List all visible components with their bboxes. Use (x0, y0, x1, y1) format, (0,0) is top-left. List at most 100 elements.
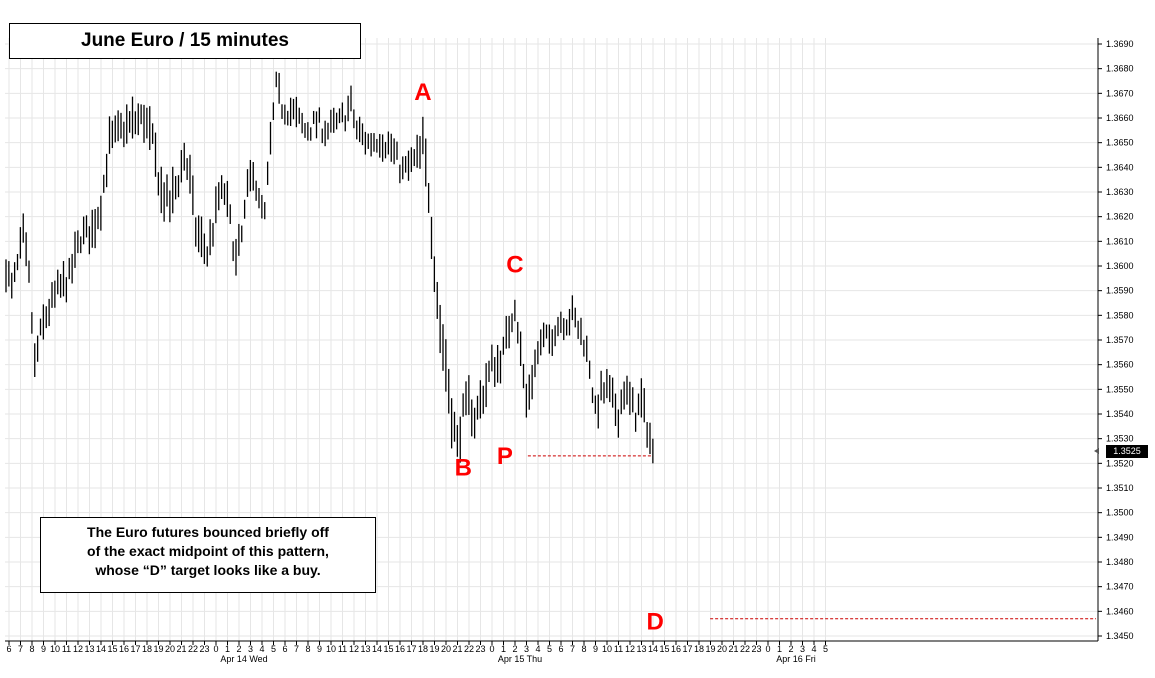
x-tick-label: 6 (6, 644, 11, 654)
x-tick-label: 21 (728, 644, 738, 654)
x-tick-label: 14 (648, 644, 658, 654)
x-tick-label: 4 (259, 644, 264, 654)
x-tick-label: 22 (740, 644, 750, 654)
x-tick-label: 6 (282, 644, 287, 654)
y-tick-label: 1.3630 (1106, 187, 1134, 197)
x-tick-label: 5 (547, 644, 552, 654)
note-line-2: of the exact midpoint of this pattern, (87, 543, 329, 559)
y-tick-label: 1.3520 (1106, 458, 1134, 468)
y-tick-label: 1.3640 (1106, 162, 1134, 172)
x-tick-label: 3 (248, 644, 253, 654)
x-tick-label: 20 (717, 644, 727, 654)
x-tick-label: 9 (317, 644, 322, 654)
x-tick-label: 18 (694, 644, 704, 654)
x-tick-label: 15 (659, 644, 669, 654)
price-levels (527, 455, 1096, 620)
x-tick-label: 22 (464, 644, 474, 654)
x-day-label: Apr 14 Wed (220, 654, 267, 664)
x-tick-label: 18 (142, 644, 152, 654)
x-tick-label: 1 (225, 644, 230, 654)
x-day-label: Apr 16 Fri (776, 654, 816, 664)
y-tick-label: 1.3470 (1106, 582, 1134, 592)
x-tick-label: 13 (360, 644, 370, 654)
y-tick-label: 1.3680 (1106, 64, 1134, 74)
y-tick-label: 1.3590 (1106, 286, 1134, 296)
x-tick-label: 16 (395, 644, 405, 654)
point-label-c: C (506, 252, 523, 279)
x-tick-label: 4 (535, 644, 540, 654)
x-tick-label: 7 (570, 644, 575, 654)
y-tick-label: 1.3670 (1106, 88, 1134, 98)
y-tick-label: 1.3620 (1106, 212, 1134, 222)
x-tick-label: 0 (765, 644, 770, 654)
y-tick-label: 1.3560 (1106, 360, 1134, 370)
x-tick-label: 5 (823, 644, 828, 654)
x-day-label: Apr 15 Thu (498, 654, 542, 664)
x-tick-label: 9 (41, 644, 46, 654)
x-tick-label: 17 (406, 644, 416, 654)
x-tick-label: 1 (501, 644, 506, 654)
x-tick-label: 12 (625, 644, 635, 654)
x-tick-label: 3 (800, 644, 805, 654)
x-tick-label: 19 (705, 644, 715, 654)
x-tick-label: 8 (581, 644, 586, 654)
x-tick-label: 13 (636, 644, 646, 654)
x-tick-label: 17 (682, 644, 692, 654)
x-tick-label: 10 (602, 644, 612, 654)
x-tick-label: 11 (338, 644, 347, 654)
price-bars (5, 71, 654, 464)
y-tick-label: 1.3490 (1106, 532, 1134, 542)
x-tick-label: 0 (213, 644, 218, 654)
y-tick-label: 1.3530 (1106, 434, 1134, 444)
y-tick-label: 1.3550 (1106, 384, 1134, 394)
point-label-b: B (455, 454, 472, 481)
x-tick-label: 15 (383, 644, 393, 654)
y-tick-label: 1.3510 (1106, 483, 1134, 493)
point-label-d: D (646, 609, 663, 636)
x-tick-label: 3 (524, 644, 529, 654)
last-price-tag: 1.3525 (1106, 445, 1148, 458)
pattern-points: A B C P D (414, 79, 664, 636)
x-tick-label: 23 (475, 644, 485, 654)
x-tick-label: 11 (62, 644, 71, 654)
x-axis: 6 7 8 9 10 11 12 13 14 15 16 17 18 19 20 21 22 23 0 1 2 3 4 5 6 7… (5, 640, 1098, 664)
x-tick-label: 2 (512, 644, 517, 654)
y-tick-label: 1.3690 (1106, 39, 1134, 49)
y-tick-label: 1.3610 (1106, 236, 1134, 246)
x-tick-label: 5 (271, 644, 276, 654)
y-axis: 1.3450 1.3460 1.3470 1.3480 1.3490 1.3500 1.35… (1094, 38, 1134, 641)
x-tick-label: 6 (558, 644, 563, 654)
x-tick-label: 22 (188, 644, 198, 654)
x-tick-label: 7 (294, 644, 299, 654)
x-tick-label: 8 (305, 644, 310, 654)
x-tick-label: 14 (96, 644, 106, 654)
x-tick-label: 8 (29, 644, 34, 654)
x-tick-label: 11 (614, 644, 623, 654)
x-tick-label: 14 (372, 644, 382, 654)
x-tick-label: 20 (441, 644, 451, 654)
x-tick-label: 19 (429, 644, 439, 654)
note-line-1: The Euro futures bounced briefly off (87, 524, 329, 540)
note-line-3: whose “D” target looks like a buy. (95, 562, 321, 578)
y-tick-label: 1.3500 (1106, 508, 1134, 518)
x-tick-label: 2 (788, 644, 793, 654)
chart-title: June Euro / 15 minutes (9, 23, 361, 59)
x-tick-label: 2 (236, 644, 241, 654)
x-tick-label: 23 (199, 644, 209, 654)
x-tick-label: 23 (751, 644, 761, 654)
y-tick-label: 1.3460 (1106, 606, 1134, 616)
x-tick-label: 4 (811, 644, 816, 654)
x-tick-label: 21 (176, 644, 186, 654)
x-tick-label: 21 (452, 644, 462, 654)
y-tick-label: 1.3450 (1106, 631, 1134, 641)
x-tick-label: 12 (349, 644, 359, 654)
y-tick-label: 1.3600 (1106, 261, 1134, 271)
y-tick-label: 1.3580 (1106, 310, 1134, 320)
x-tick-label: 10 (326, 644, 336, 654)
x-tick-label: 20 (165, 644, 175, 654)
y-tick-label: 1.3570 (1106, 335, 1134, 345)
x-tick-label: 0 (489, 644, 494, 654)
x-tick-label: 9 (593, 644, 598, 654)
x-tick-label: 13 (84, 644, 94, 654)
